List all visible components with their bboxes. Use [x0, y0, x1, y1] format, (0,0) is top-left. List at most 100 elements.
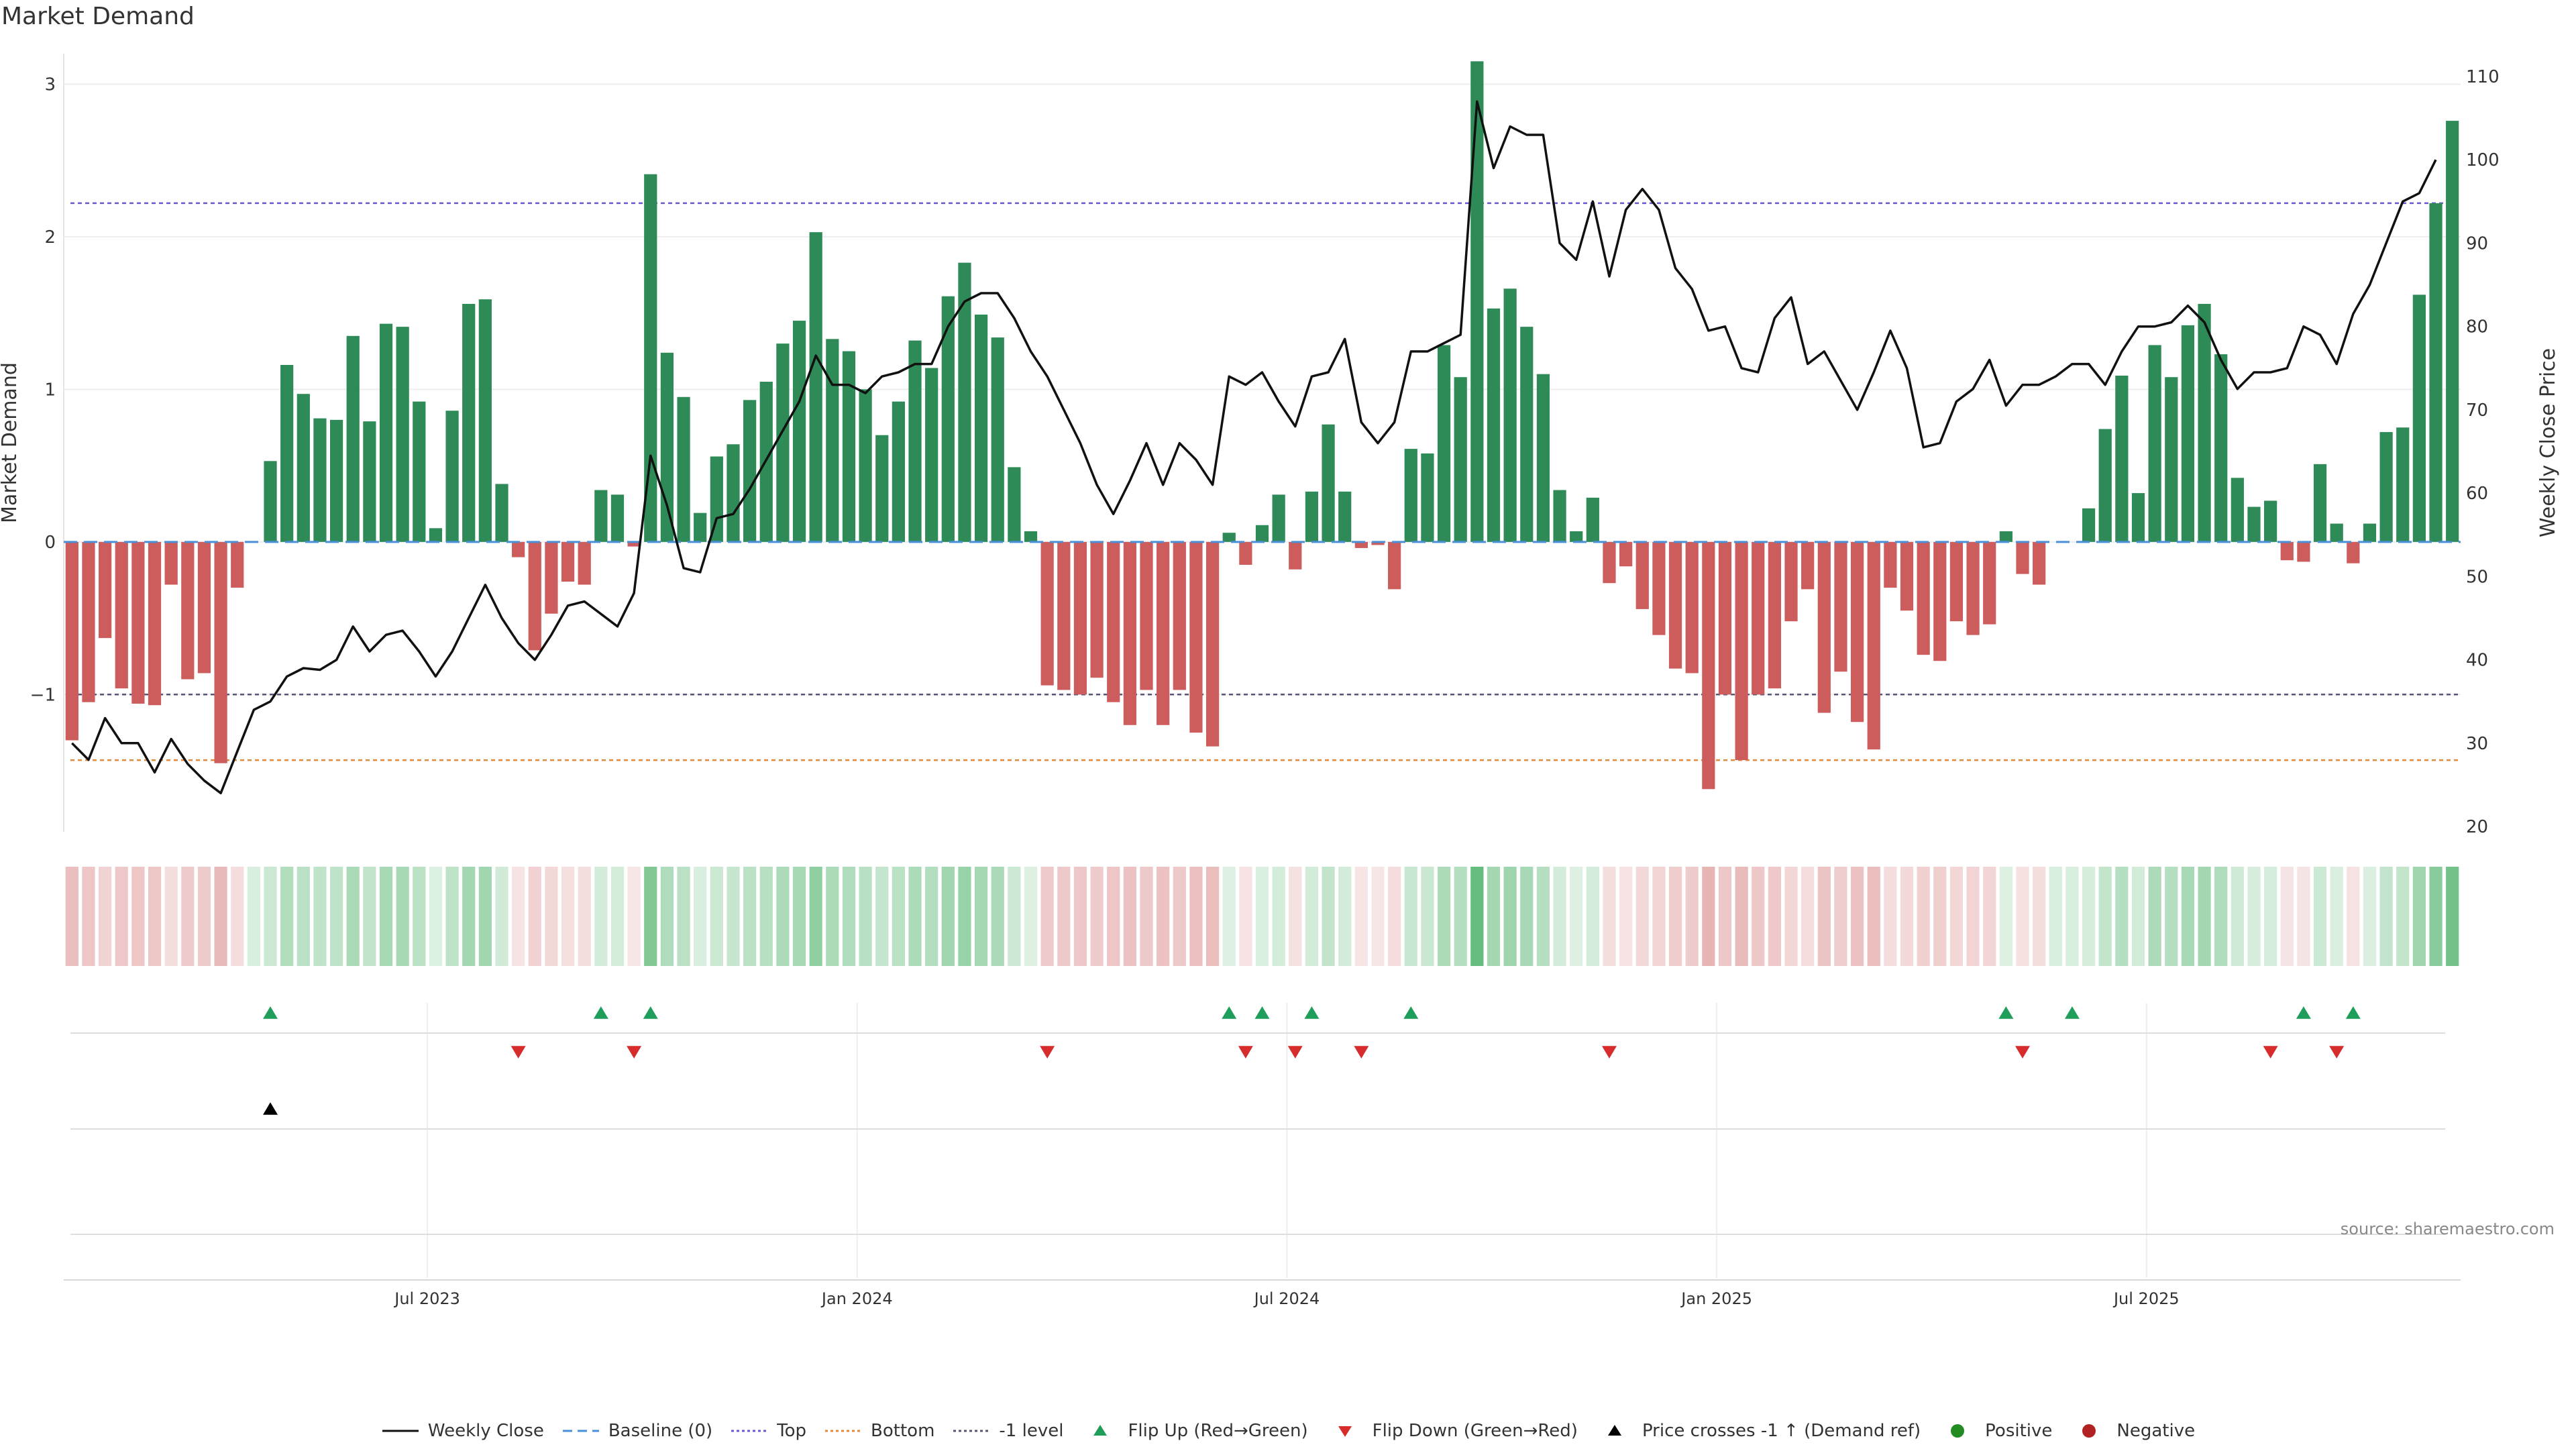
demand-bar: [329, 419, 343, 542]
demand-bar: [1173, 541, 1186, 690]
legend-item: Flip Up (Red→Green): [1081, 1421, 1308, 1441]
demand-bar: [2247, 506, 2261, 542]
demand-bar: [1057, 541, 1071, 690]
demand-bar: [2098, 429, 2112, 542]
heat-cell: [1272, 867, 1285, 966]
heat-cell: [1305, 867, 1319, 966]
demand-bar: [1917, 541, 1930, 655]
demand-bar: [1850, 541, 1864, 722]
flip-up-marker: [1998, 1006, 2014, 1019]
legend-label: Baseline (0): [608, 1421, 713, 1441]
demand-bar: [1289, 541, 1302, 570]
demand-bar: [512, 541, 525, 557]
demand-bar: [776, 343, 790, 542]
heat-cell: [2181, 867, 2195, 966]
flip-down-marker: [1287, 1046, 1303, 1059]
demand-bar: [1652, 541, 1666, 635]
demand-bar: [2363, 523, 2377, 542]
demand-bar: [1768, 541, 1781, 689]
demand-bar: [859, 389, 872, 542]
heat-cell: [1354, 867, 1368, 966]
demand-bar: [98, 541, 112, 639]
heat-cell: [2016, 867, 2029, 966]
heat-cell: [759, 867, 773, 966]
demand-bar: [2148, 345, 2161, 542]
demand-bar: [2297, 541, 2310, 562]
demand-bar: [313, 418, 327, 542]
heat-cell: [396, 867, 409, 966]
weekly-close-line: [71, 100, 2437, 795]
heat-cell: [1239, 867, 1252, 966]
demand-bar: [1272, 494, 1285, 542]
heat-cell: [462, 867, 476, 966]
heat-cell: [727, 867, 740, 966]
heat-cell: [2412, 867, 2426, 966]
heat-cell: [1685, 867, 1699, 966]
heat-cell: [131, 867, 145, 966]
legend-swatch: [1951, 1424, 1965, 1438]
demand-bar: [1801, 541, 1815, 590]
demand-bar: [1322, 424, 1335, 542]
heat-cell: [1735, 867, 1748, 966]
demand-bar: [1718, 541, 1732, 695]
flip-up-marker: [1222, 1006, 1237, 1019]
demand-bar: [2198, 304, 2211, 542]
legend-swatch: [1338, 1426, 1352, 1437]
demand-bar: [1867, 541, 1880, 750]
heat-cell: [445, 867, 459, 966]
heat-cell: [1817, 867, 1831, 966]
demand-bar: [214, 541, 227, 763]
demand-bar: [908, 340, 922, 542]
heat-cell: [1884, 867, 1897, 966]
heat-cell: [197, 867, 211, 966]
heat-cell: [214, 867, 227, 966]
heat-cell: [2330, 867, 2343, 966]
flip-up-marker: [2296, 1006, 2311, 1019]
demand-bar: [1966, 541, 1980, 635]
demand-bar: [2131, 493, 2145, 542]
demand-bar: [2446, 121, 2459, 542]
flip-down-marker: [627, 1046, 642, 1059]
heat-cell: [1784, 867, 1798, 966]
heat-cell: [1586, 867, 1599, 966]
demand-bar: [231, 541, 244, 588]
heat-cell: [413, 867, 426, 966]
demand-bar: [1140, 541, 1153, 690]
heat-cell: [1205, 867, 1220, 966]
y-tick-label: 1: [44, 380, 56, 400]
demand-bar: [2214, 354, 2228, 542]
demand-bar: [462, 304, 476, 542]
demand-bar: [280, 365, 294, 542]
heat-cell: [1570, 867, 1583, 966]
demand-bar: [1884, 541, 1897, 588]
heat-cell: [1437, 867, 1451, 966]
heat-cell: [1322, 867, 1335, 966]
demand-bar: [1536, 374, 1550, 542]
demand-bar: [1834, 541, 1847, 672]
demand-bar: [1222, 533, 1236, 542]
y2-tick-label: 110: [2466, 67, 2500, 87]
demand-bar: [2330, 523, 2343, 542]
heat-cell: [644, 867, 657, 966]
demand-bar: [2181, 325, 2195, 542]
heat-cell: [1966, 867, 1980, 966]
heat-cell: [958, 867, 971, 966]
heat-cell: [974, 867, 988, 966]
y2-tick-label: 50: [2466, 567, 2488, 587]
heat-cell: [1999, 867, 2012, 966]
heat-cell: [1454, 867, 1467, 966]
legend-item: Top: [730, 1421, 806, 1441]
heat-cell: [1752, 867, 1765, 966]
y-gridlines: [64, 83, 2461, 696]
demand-bar: [1008, 467, 1021, 542]
legend-item: Negative: [2070, 1421, 2195, 1441]
demand-bar: [1487, 308, 1501, 542]
heat-cell: [2214, 867, 2228, 966]
demand-bar: [1553, 490, 1566, 542]
heat-cell: [1090, 867, 1104, 966]
demand-bar: [2280, 541, 2294, 561]
heat-cell: [98, 867, 112, 966]
heat-cell: [2247, 867, 2261, 966]
heat-cell: [2313, 867, 2327, 966]
demand-bar: [1470, 61, 1484, 542]
